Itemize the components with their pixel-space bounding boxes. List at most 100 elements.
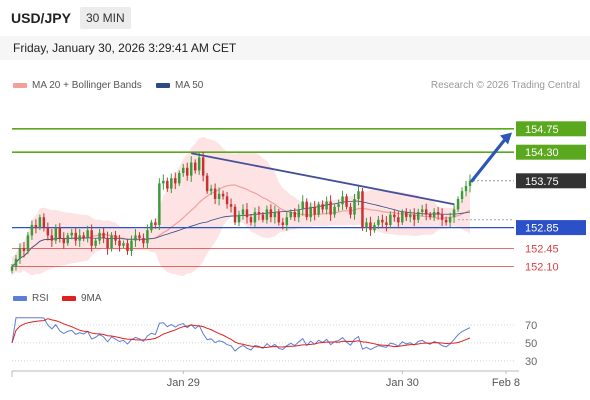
candle-body bbox=[102, 232, 105, 238]
level-tag-153.75 bbox=[516, 173, 586, 189]
candle-body bbox=[329, 201, 332, 215]
credit-text: Research © 2026 Trading Central bbox=[430, 80, 580, 91]
legend-ma20: MA 20 + Bollinger Bands bbox=[13, 80, 142, 91]
legend-ma50: MA 50 bbox=[156, 80, 203, 91]
candle-body bbox=[122, 243, 125, 246]
candle-body bbox=[86, 230, 89, 238]
legend-rsi-ma: 9MA bbox=[62, 293, 102, 304]
candle-body bbox=[353, 199, 356, 215]
candle-body bbox=[146, 230, 149, 244]
candle-body bbox=[341, 196, 344, 205]
candle-body bbox=[444, 219, 448, 223]
candle-body bbox=[217, 193, 221, 199]
candle-body bbox=[186, 167, 189, 176]
level-tag-152.85 bbox=[516, 220, 586, 236]
candle-body bbox=[154, 222, 157, 225]
candle-body bbox=[114, 235, 117, 241]
candle-body bbox=[197, 157, 201, 171]
legend-ma20-swatch bbox=[13, 82, 27, 88]
candle-body bbox=[158, 183, 161, 225]
candle-body bbox=[405, 212, 408, 218]
candle-body bbox=[257, 212, 261, 215]
candle-body bbox=[98, 232, 101, 241]
candle-body bbox=[90, 230, 93, 246]
candle-body bbox=[46, 227, 50, 236]
candle-body bbox=[106, 238, 109, 249]
bollinger-band bbox=[12, 136, 470, 277]
date-bar: Friday, January 30, 2026 3:29:41 AM CET bbox=[0, 36, 590, 60]
candle-body bbox=[241, 209, 245, 215]
candle-body bbox=[452, 209, 456, 218]
time-tick-label: Jan 30 bbox=[386, 377, 419, 389]
target-arrowhead bbox=[500, 132, 512, 145]
level-tag-154.30 bbox=[516, 144, 586, 160]
target-arrow-shaft bbox=[470, 136, 508, 183]
candle-body bbox=[26, 235, 30, 251]
candle-body bbox=[468, 180, 472, 186]
candle-body bbox=[349, 206, 352, 215]
candle-body bbox=[22, 248, 26, 251]
candle-body bbox=[337, 204, 340, 207]
level-label-152.10: 152.10 bbox=[525, 262, 559, 274]
candle-body bbox=[58, 227, 62, 238]
candle-body bbox=[464, 186, 468, 192]
candle-body bbox=[34, 225, 38, 228]
legend-rsi-label: RSI bbox=[32, 293, 49, 304]
rsi-ma-line bbox=[11, 318, 471, 349]
candle-body bbox=[174, 178, 177, 184]
level-label-153.75: 153.75 bbox=[525, 176, 559, 188]
candle-body bbox=[54, 227, 58, 241]
trendline bbox=[191, 152, 455, 206]
candle-body bbox=[170, 178, 173, 189]
candle-body bbox=[377, 219, 380, 225]
timeframe-badge[interactable]: 30 MIN bbox=[80, 7, 131, 29]
candle-body bbox=[18, 248, 22, 259]
level-label-152.85: 152.85 bbox=[525, 223, 559, 235]
legend-rsi-swatch bbox=[13, 295, 27, 301]
candle-body bbox=[205, 175, 209, 192]
candle-body bbox=[193, 162, 197, 171]
candle-body bbox=[70, 232, 73, 236]
candle-body bbox=[432, 212, 436, 218]
candle-body bbox=[30, 225, 34, 236]
legend-rsi-ma-label: 9MA bbox=[81, 293, 102, 304]
candle-body bbox=[297, 209, 300, 218]
candle-body bbox=[345, 196, 348, 207]
candle-body bbox=[78, 235, 81, 241]
candle-body bbox=[301, 201, 304, 210]
candle-body bbox=[373, 225, 376, 231]
rsi-line bbox=[11, 317, 471, 352]
level-label-152.45: 152.45 bbox=[525, 243, 559, 255]
candle-body bbox=[381, 219, 384, 223]
candle-body bbox=[325, 201, 328, 210]
candle-body bbox=[178, 173, 181, 184]
candle-body bbox=[229, 204, 233, 207]
candle-body bbox=[385, 222, 388, 225]
timestamp: Friday, January 30, 2026 3:29:41 AM CET bbox=[13, 41, 237, 55]
candle-body bbox=[138, 235, 141, 238]
level-tag-154.75 bbox=[516, 121, 586, 137]
candle-body bbox=[401, 212, 404, 223]
symbol-title: USD/JPY bbox=[11, 10, 71, 26]
candle-body bbox=[273, 212, 277, 218]
candle-body bbox=[313, 206, 316, 215]
candle-body bbox=[389, 214, 392, 225]
level-label-154.75: 154.75 bbox=[525, 124, 559, 136]
candle-body bbox=[333, 206, 336, 215]
candle-body bbox=[118, 240, 121, 246]
candle-body bbox=[369, 222, 372, 231]
rsi-tick-30: 30 bbox=[525, 356, 537, 368]
candle-body bbox=[166, 180, 169, 189]
candle-body bbox=[317, 204, 320, 215]
candle-body bbox=[448, 217, 452, 223]
candle-body bbox=[66, 235, 69, 244]
candle-body bbox=[460, 191, 464, 199]
time-tick-label: Jan 29 bbox=[167, 377, 200, 389]
candle-body bbox=[393, 214, 396, 218]
candle-body bbox=[281, 222, 285, 225]
candle-body bbox=[293, 212, 296, 218]
candle-body bbox=[436, 212, 440, 215]
legend-rsi: RSI bbox=[13, 293, 49, 304]
candle-body bbox=[285, 217, 289, 225]
